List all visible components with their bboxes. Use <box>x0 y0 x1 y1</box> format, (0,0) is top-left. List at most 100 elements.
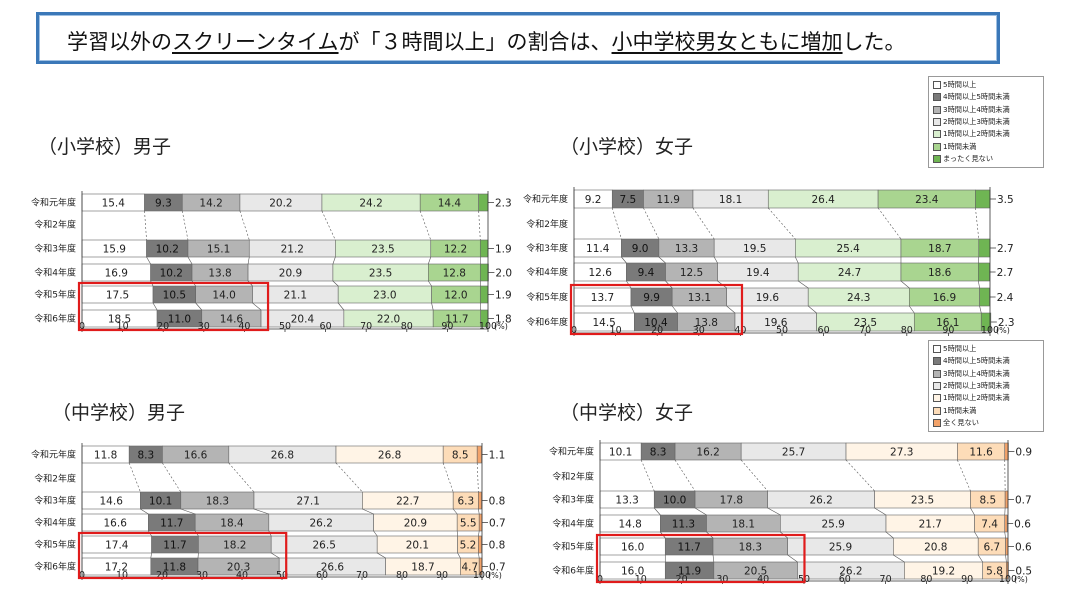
data-label: 14.8 <box>618 519 641 531</box>
x-tick-label: 100 <box>981 325 999 336</box>
x-tick-label: 10 <box>635 574 647 585</box>
headline-part-2: が「３時間以上」の割合は、 <box>338 30 612 54</box>
legend-item: 1時間以上2時間未満 <box>933 392 1039 404</box>
data-label: 1.9 <box>495 290 512 302</box>
category-label: 令和6年度 <box>526 316 568 328</box>
highlight-box <box>77 531 288 580</box>
legend-item: まったく見ない <box>933 153 1039 165</box>
x-tick-label: 20 <box>651 325 663 336</box>
data-label: 2.3 <box>495 198 512 210</box>
data-label: 16.6 <box>184 450 208 462</box>
connector-line <box>674 459 696 492</box>
connector-line <box>253 508 269 515</box>
x-tick-label: 100 <box>479 321 497 332</box>
connector-line <box>957 459 971 492</box>
data-label: 12.6 <box>589 267 613 279</box>
category-label: 令和4年度 <box>34 517 76 529</box>
data-label: 25.7 <box>782 447 805 459</box>
data-label: 23.4 <box>915 194 939 206</box>
data-label: 10.1 <box>609 447 632 459</box>
x-tick-label: 90 <box>942 325 954 336</box>
data-label: 27.3 <box>890 447 913 459</box>
data-label: 16.9 <box>933 292 956 304</box>
legend-label: 1時間以上2時間未満 <box>943 393 1010 403</box>
legend-swatch <box>933 130 941 139</box>
data-label: 14.6 <box>100 496 124 508</box>
connector-line <box>1005 554 1007 563</box>
connector-line <box>362 508 374 515</box>
data-label: 20.4 <box>291 314 315 326</box>
legend-item: 3時間以上4時間未満 <box>933 368 1039 380</box>
connector-line <box>128 462 141 493</box>
category-label: 令和元年度 <box>31 449 76 461</box>
data-label: 14.0 <box>212 290 235 302</box>
data-label: 7.4 <box>981 519 998 531</box>
connector-line <box>140 508 149 515</box>
headline-underlined-2: 小中学校男女ともに増加 <box>611 30 843 54</box>
connector-line <box>332 280 339 287</box>
legend-label: 3時間以上4時間未満 <box>943 368 1010 378</box>
category-label: 令和元年度 <box>31 197 76 209</box>
bar-segment <box>476 445 482 464</box>
data-label: 16.6 <box>104 518 128 530</box>
connector-line <box>900 280 910 289</box>
connector-line <box>768 207 796 240</box>
chart-middle-boys: 令和元年度 11.8 8.3 16.6 26.8 26.8 8.5 1.1 令和2年度令和3年度… <box>31 443 506 581</box>
category-label: 令和5年度 <box>34 289 76 301</box>
category-label: 令和3年度 <box>34 243 76 255</box>
connector-line <box>979 305 982 314</box>
data-label: 10.0 <box>663 495 686 507</box>
x-tick-label: 70 <box>880 574 892 585</box>
connector-line <box>478 552 480 559</box>
data-label: 26.6 <box>321 562 345 574</box>
data-label: 15.1 <box>207 244 230 256</box>
category-label: 令和2年度 <box>552 471 594 483</box>
data-label: 13.3 <box>675 243 698 255</box>
connector-line <box>180 508 196 515</box>
data-label: 8.5 <box>452 450 469 462</box>
connector-line <box>228 462 255 493</box>
category-label: 令和2年度 <box>34 219 76 231</box>
data-label: 18.3 <box>739 542 762 554</box>
connector-line <box>970 507 975 516</box>
data-label: 26.4 <box>811 194 835 206</box>
connector-line <box>885 531 894 539</box>
data-label: 0.8 <box>489 496 506 508</box>
legend-label: 4時間以上5時間未満 <box>943 92 1010 102</box>
legend-label: 3時間以上4時間未満 <box>943 104 1010 114</box>
category-label: 令和4年度 <box>34 267 76 279</box>
data-label: 11.7 <box>445 314 468 326</box>
headline: 学習以外のスクリーンタイムが「３時間以上」の割合は、小中学校男女ともに増加した。 <box>67 26 906 56</box>
data-label: 13.3 <box>615 495 638 507</box>
x-tick-label: 80 <box>401 321 413 332</box>
data-label: 0.7 <box>1015 495 1032 507</box>
data-label: 10.2 <box>156 244 179 256</box>
connector-line <box>150 552 152 559</box>
x-tick-label: 90 <box>441 321 453 332</box>
data-label: 12.5 <box>680 267 703 279</box>
legend-item: 4時間以上5時間未満 <box>933 355 1039 367</box>
connector-line <box>428 256 432 265</box>
data-label: 25.9 <box>821 519 844 531</box>
data-label: 2.0 <box>495 268 512 280</box>
data-label: 20.9 <box>279 268 302 280</box>
legend-label: 1時間以上2時間未満 <box>943 129 1010 139</box>
data-label: 0.5 <box>1015 566 1032 578</box>
connector-line <box>152 302 158 311</box>
legend-label: 全く見ない <box>943 417 979 427</box>
data-label: 8.5 <box>979 495 996 507</box>
legend-item: 5時間以上 <box>933 343 1039 355</box>
data-label: 0.7 <box>489 518 506 530</box>
connector-line <box>478 508 480 515</box>
legend-swatch <box>933 394 941 403</box>
data-label: 20.1 <box>406 540 429 552</box>
data-label: 21.1 <box>284 290 307 302</box>
legend-swatch <box>933 93 941 102</box>
x-tick-label: 20 <box>156 570 168 581</box>
legend-item: 全く見ない <box>933 417 1039 429</box>
data-label: 26.2 <box>839 566 862 578</box>
data-label: 2.3 <box>998 317 1015 329</box>
x-tick-label: 0 <box>597 574 603 585</box>
data-label: 18.6 <box>928 267 952 279</box>
x-tick-label: 30 <box>198 321 210 332</box>
